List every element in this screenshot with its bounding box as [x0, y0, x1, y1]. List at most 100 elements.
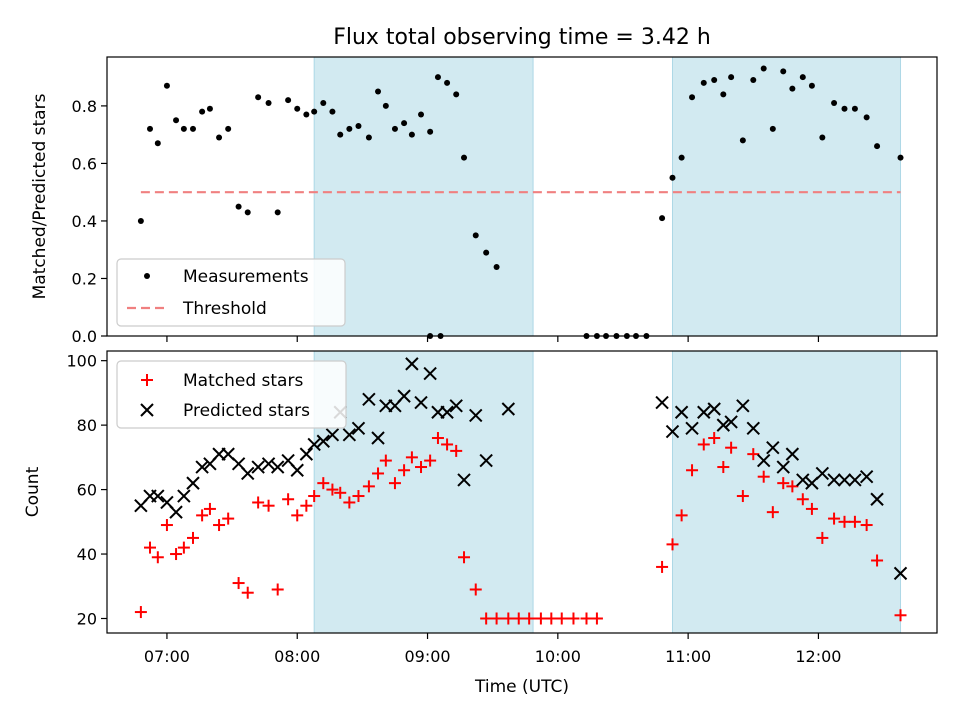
- matched-star-point: [777, 477, 790, 490]
- matched-star-point: [282, 493, 295, 506]
- matched-star-point: [786, 480, 799, 493]
- predicted-star-point: [501, 402, 516, 416]
- matched-star-point: [458, 551, 471, 564]
- measurement-point: [255, 94, 262, 101]
- shaded-interval-2: [671, 350, 902, 634]
- measurement-point: [244, 209, 251, 216]
- measurement-point: [337, 131, 344, 138]
- predicted-star-point: [796, 473, 810, 487]
- measurement-point: [863, 114, 870, 121]
- predicted-star-point: [815, 466, 830, 481]
- x-tick-label: 12:00: [795, 647, 841, 666]
- measurement-point: [689, 94, 696, 101]
- matched-star-point: [441, 438, 454, 451]
- matched-star-point: [271, 583, 284, 596]
- measurement-point: [311, 108, 318, 115]
- measurement-point: [728, 74, 735, 81]
- shaded-interval-1: [313, 350, 534, 634]
- measurement-point: [841, 105, 848, 112]
- matched-star-point: [860, 519, 873, 532]
- measurement-point: [265, 100, 272, 107]
- measurement-point: [285, 97, 292, 104]
- predicted-star-point: [186, 476, 200, 490]
- predicted-star-point: [195, 460, 209, 474]
- predicted-star-point: [440, 405, 454, 419]
- predicted-star-point: [151, 489, 165, 503]
- matched-star-point: [300, 499, 313, 512]
- matched-star-point: [151, 551, 164, 564]
- predicted-star-point: [169, 505, 183, 519]
- matched-star-point: [222, 512, 235, 525]
- measurement-point: [274, 209, 281, 216]
- matched-star-point: [317, 477, 330, 490]
- top-legend: Measurements Threshold: [116, 258, 346, 327]
- measurement-point: [472, 232, 479, 239]
- matched-star-point: [766, 506, 779, 519]
- measurement-point: [391, 125, 398, 132]
- matched-star-point: [405, 451, 418, 464]
- measurement-point: [483, 249, 490, 256]
- measurement-point: [493, 263, 500, 270]
- y-tick-label: 40: [77, 545, 97, 564]
- measurement-point: [320, 100, 327, 107]
- measurement-point: [434, 74, 441, 81]
- matched-star-point: [666, 538, 679, 551]
- predicted-star-point: [261, 457, 276, 471]
- predicted-star-point: [827, 473, 841, 487]
- predicted-star-point: [405, 357, 419, 371]
- predicted-star-point: [674, 405, 689, 419]
- matched-star-point: [352, 490, 365, 503]
- predicted-star-point: [859, 469, 874, 484]
- y-tick-label: 0.4: [72, 212, 97, 231]
- measurement-point: [769, 125, 776, 132]
- measurement-point: [173, 117, 180, 124]
- matched-star-point: [143, 541, 156, 554]
- predicted-star-point: [837, 473, 852, 487]
- y-tick-label: 0.6: [72, 154, 97, 173]
- matched-star-point: [388, 477, 401, 490]
- predicted-star-point: [697, 405, 711, 419]
- matched-star-point: [512, 612, 525, 625]
- measurement-point: [401, 120, 408, 127]
- predicted-star-point: [736, 399, 750, 413]
- matched-star-point: [675, 509, 688, 522]
- matched-star-point: [186, 531, 199, 544]
- matched-star-point: [490, 612, 503, 625]
- predicted-star-point: [756, 453, 771, 468]
- matched-star-point: [343, 496, 356, 509]
- bottom-legend: Matched stars Predicted stars: [116, 360, 347, 429]
- measurement-point: [294, 105, 301, 112]
- measurement-point: [851, 105, 858, 112]
- predicted-star-point: [716, 418, 731, 432]
- predicted-star-point: [707, 402, 721, 416]
- predicted-star-point: [746, 421, 760, 436]
- measurement-point: [700, 79, 707, 86]
- predicted-star-point: [870, 492, 884, 506]
- matched-star-point: [415, 461, 428, 474]
- x-tick-label: 11:00: [665, 647, 711, 666]
- measurement-point: [750, 77, 757, 84]
- matched-star-point: [717, 461, 730, 474]
- predicted-star-point: [290, 463, 304, 477]
- legend-predicted-marker: [140, 403, 154, 417]
- predicted-star-point: [397, 389, 411, 403]
- matched-star-point: [170, 548, 183, 561]
- matched-star-point: [334, 486, 347, 499]
- matched-star-point: [894, 609, 907, 622]
- measurement-point: [206, 105, 213, 112]
- predicted-star-point: [307, 437, 321, 452]
- matched-star-point: [523, 612, 536, 625]
- predicted-star-point: [414, 395, 428, 410]
- measurement-point: [418, 111, 425, 118]
- y-tick-label: 0.0: [72, 327, 97, 346]
- bottom-panel: 20 40 60 80 100 07:00 08:00 09:00 10:00 11:00 12:…: [23, 350, 938, 697]
- predicted-star-point: [299, 447, 314, 461]
- matched-star-point: [308, 490, 321, 503]
- measurement-point: [760, 65, 767, 72]
- measurement-point: [739, 137, 746, 144]
- matched-star-point: [816, 531, 829, 544]
- predicted-star-point: [469, 408, 483, 423]
- legend-threshold-label: Threshold: [182, 299, 267, 319]
- measurement-point: [355, 123, 362, 130]
- matched-star-point: [757, 470, 770, 483]
